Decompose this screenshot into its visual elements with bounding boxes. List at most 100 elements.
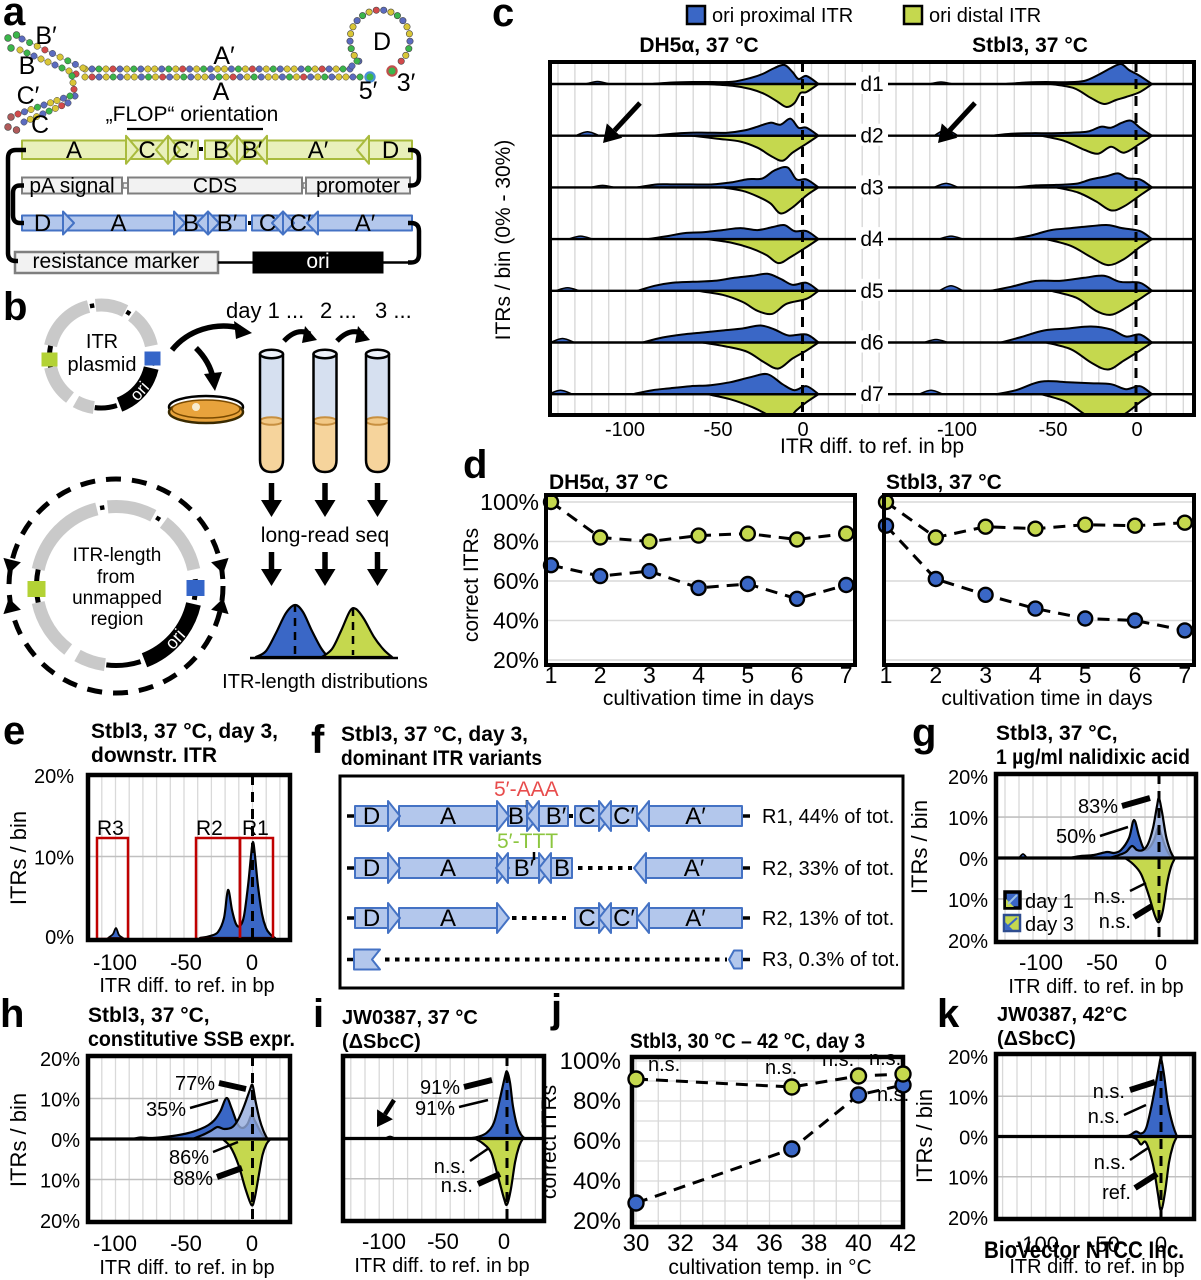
svg-text:Stbl3, 37 °C, day 3,: Stbl3, 37 °C, day 3, [341,723,528,746]
svg-text:6: 6 [791,662,804,688]
svg-text:20%: 20% [493,647,539,673]
svg-text:n.s.: n.s. [434,1156,466,1178]
svg-text:1 µg/ml nalidixic acid: 1 µg/ml nalidixic acid [996,746,1190,769]
svg-text:A′: A′ [213,42,235,70]
svg-text:3: 3 [643,662,656,688]
svg-text:0: 0 [246,950,258,975]
svg-text:20%: 20% [573,1208,621,1235]
svg-text:JW0387, 42°C: JW0387, 42°C [997,1004,1127,1026]
svg-text:a: a [3,0,26,34]
svg-text:D: D [363,855,380,882]
svg-text:Stbl3, 37 °C,: Stbl3, 37 °C, [88,1004,210,1027]
svg-text:91%: 91% [420,1077,460,1099]
svg-text:0%: 0% [959,1128,988,1150]
svg-text:ITR-length distributions: ITR-length distributions [222,671,428,693]
svg-text:n.s.: n.s. [648,1054,680,1076]
svg-text:B′: B′ [35,22,57,50]
svg-text:2: 2 [929,662,942,688]
svg-text:plasmid: plasmid [68,354,137,376]
svg-text:B: B [554,855,570,882]
svg-text:3: 3 [979,662,992,688]
svg-text:Stbl3, 37 °C: Stbl3, 37 °C [886,471,1002,494]
svg-text:h: h [0,992,24,1036]
svg-text:10%: 10% [34,848,74,870]
svg-text:D: D [34,210,51,237]
svg-text:C′: C′ [613,905,635,932]
svg-text:D: D [363,905,380,932]
svg-text:R3: R3 [97,817,124,840]
svg-text:n.s.: n.s. [1099,911,1131,933]
svg-text:10%: 10% [40,1090,80,1112]
svg-text:1: 1 [880,662,893,688]
svg-text:20%: 20% [948,1208,988,1230]
svg-text:100%: 100% [560,1048,621,1075]
svg-text:5′-TTT: 5′-TTT [497,830,558,853]
svg-text:d3: d3 [860,176,883,199]
svg-text:A′: A′ [684,855,705,882]
svg-text:d7: d7 [860,383,883,406]
svg-text:A: A [440,803,456,830]
svg-text:d1: d1 [860,73,883,96]
svg-text:ITR: ITR [86,331,118,353]
svg-text:j: j [550,987,562,1031]
svg-text:80%: 80% [493,529,539,555]
svg-text:-100: -100 [605,419,645,441]
svg-text:ref.: ref. [1102,1182,1131,1204]
svg-text:Stbl3, 37 °C, day 3,: Stbl3, 37 °C, day 3, [91,720,278,743]
svg-text:0: 0 [246,1231,258,1256]
svg-text:40%: 40% [573,1168,621,1195]
svg-text:1: 1 [545,662,558,688]
svg-text:40%: 40% [493,608,539,634]
svg-text:38: 38 [801,1230,828,1257]
svg-text:60%: 60% [573,1128,621,1155]
svg-text:d6: d6 [860,332,883,355]
svg-text:30: 30 [623,1230,650,1257]
svg-text:B: B [508,803,524,830]
svg-text:d4: d4 [860,228,884,251]
svg-text:-100: -100 [1019,950,1063,975]
svg-text:0%: 0% [45,927,74,949]
svg-text:-100: -100 [93,950,137,975]
svg-text:cultivation temp. in °C: cultivation temp. in °C [668,1256,871,1279]
svg-text:20%: 20% [40,1049,80,1071]
svg-text:promoter: promoter [316,175,400,198]
svg-text:b: b [3,285,27,329]
svg-text:0: 0 [1155,950,1167,975]
svg-text:A′: A′ [685,803,706,830]
svg-text:from: from [97,567,135,588]
svg-text:B: B [213,137,229,164]
svg-text:34: 34 [712,1230,739,1257]
svg-text:91%: 91% [415,1098,455,1120]
svg-text:32: 32 [667,1230,694,1257]
svg-text:A′: A′ [308,137,329,164]
svg-text:2: 2 [594,662,607,688]
svg-text:d2: d2 [860,125,883,148]
svg-text:50%: 50% [1056,826,1096,848]
svg-text:R2: R2 [196,817,223,840]
svg-text:C: C [138,137,155,164]
svg-text:n.s.: n.s. [877,1084,909,1106]
svg-text:A: A [110,210,126,237]
svg-text:-50: -50 [170,1231,202,1256]
svg-text:correct ITRs: correct ITRs [460,528,483,642]
svg-text:-100: -100 [937,419,977,441]
svg-text:10%: 10% [40,1170,80,1192]
svg-text:cultivation time in days: cultivation time in days [941,687,1152,710]
svg-text:(ΔSbcC): (ΔSbcC) [342,1031,421,1053]
svg-text:n.s.: n.s. [869,1048,901,1070]
svg-text:20%: 20% [948,767,988,789]
svg-text:ITRs / bin: ITRs / bin [907,800,932,894]
svg-text:n.s.: n.s. [1094,886,1126,908]
svg-text:B: B [19,52,36,80]
svg-text:20%: 20% [40,1211,80,1233]
svg-text:R2, 13% of tot.: R2, 13% of tot. [762,908,894,930]
svg-text:-50: -50 [704,419,733,441]
svg-text:Stbl3, 37 °C,: Stbl3, 37 °C, [996,722,1118,745]
svg-text:„FLOP“ orientation: „FLOP“ orientation [106,103,279,126]
svg-text:n.s.: n.s. [1088,1106,1120,1128]
svg-text:C: C [31,111,49,139]
svg-text:e: e [3,709,25,753]
svg-text:83%: 83% [1078,796,1118,818]
svg-text:4: 4 [1029,662,1042,688]
svg-text:ITR diff. to ref. in bp: ITR diff. to ref. in bp [99,975,274,997]
